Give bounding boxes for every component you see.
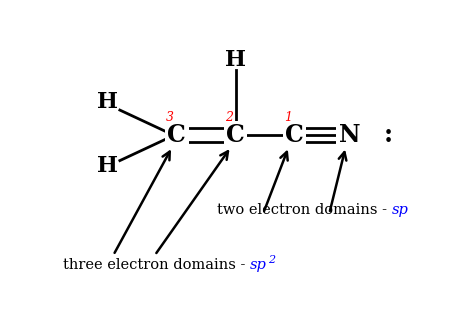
- Text: C: C: [226, 123, 245, 147]
- Text: three electron domains -: three electron domains -: [63, 258, 250, 272]
- Text: H: H: [97, 154, 118, 177]
- Text: two electron domains -: two electron domains -: [217, 203, 392, 217]
- Text: 2: 2: [267, 255, 274, 265]
- Text: :: :: [383, 123, 392, 147]
- Text: C: C: [167, 123, 186, 147]
- Text: 1: 1: [284, 111, 292, 124]
- Text: C: C: [285, 123, 304, 147]
- Text: N: N: [338, 123, 360, 147]
- Text: sp: sp: [250, 258, 267, 272]
- Text: sp: sp: [392, 203, 409, 217]
- Text: 2: 2: [225, 111, 233, 124]
- Text: H: H: [225, 49, 246, 71]
- Text: H: H: [97, 92, 118, 113]
- Text: 3: 3: [166, 111, 174, 124]
